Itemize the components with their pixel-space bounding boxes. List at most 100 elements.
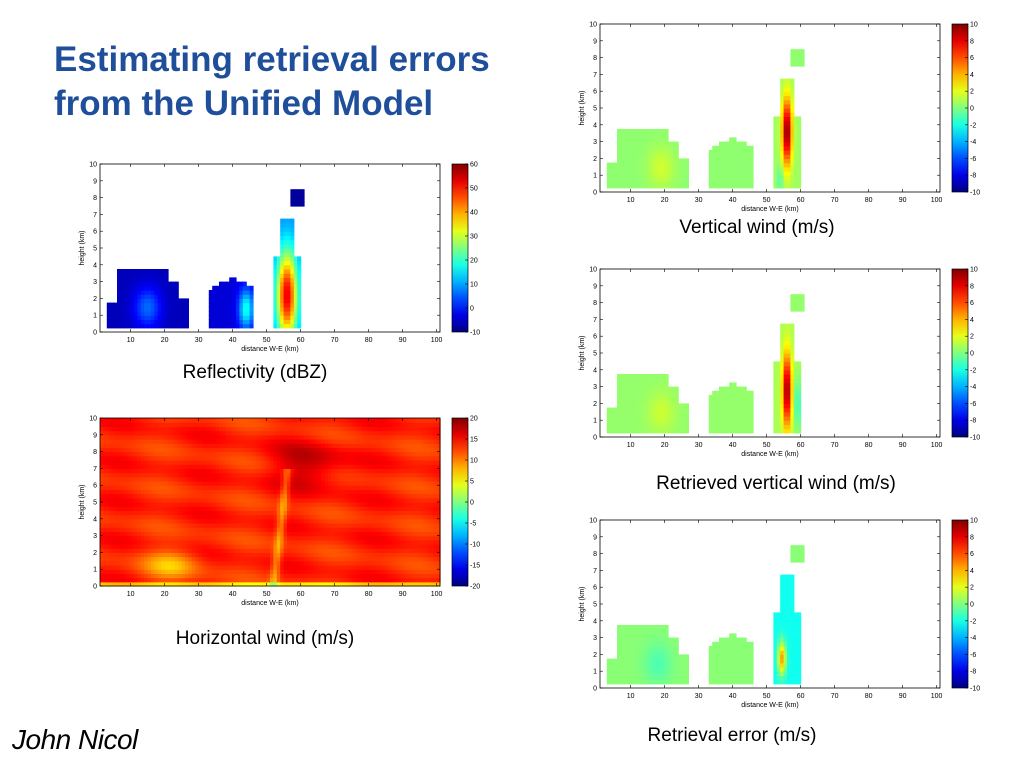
heatmap-cell bbox=[185, 577, 189, 583]
heatmap-cell bbox=[341, 514, 346, 520]
heatmap-cell bbox=[212, 573, 217, 579]
heatmap-cell bbox=[134, 323, 138, 329]
heatmap-cell bbox=[290, 302, 295, 308]
heatmap-cell bbox=[195, 539, 200, 545]
heatmap-cell bbox=[215, 565, 220, 570]
heatmap-cell bbox=[348, 497, 353, 503]
heatmap-cell bbox=[225, 535, 230, 541]
heatmap-cell bbox=[242, 464, 247, 469]
heatmap-cell bbox=[406, 434, 410, 440]
heatmap-cell bbox=[436, 510, 441, 516]
heatmap-cell bbox=[640, 145, 645, 151]
heatmap-cell bbox=[382, 577, 387, 583]
heatmap-cell bbox=[130, 281, 135, 287]
heatmap-cell bbox=[202, 493, 206, 499]
x-tick-label: 10 bbox=[127, 591, 135, 598]
heatmap-cell bbox=[307, 502, 312, 507]
heatmap-cell bbox=[208, 577, 213, 583]
heatmap-cell bbox=[120, 577, 125, 583]
heatmap-cell bbox=[372, 426, 376, 432]
heatmap-cell bbox=[389, 569, 393, 574]
heatmap-cell bbox=[290, 569, 295, 574]
heatmap-cell bbox=[324, 510, 329, 516]
heatmap-cell bbox=[127, 418, 132, 423]
heatmap-cell bbox=[191, 565, 196, 570]
heatmap-cell bbox=[100, 506, 104, 511]
heatmap-cell bbox=[287, 497, 291, 503]
heatmap-cell bbox=[140, 502, 145, 507]
heatmap-cell bbox=[426, 539, 431, 545]
heatmap-cell bbox=[280, 290, 285, 295]
heatmap-cell bbox=[423, 531, 427, 537]
heatmap-cell bbox=[174, 539, 179, 545]
heatmap-cell bbox=[280, 430, 285, 436]
heatmap-cell bbox=[307, 472, 312, 478]
heatmap-cell bbox=[361, 497, 366, 503]
heatmap-cell bbox=[188, 531, 193, 537]
heatmap-cell bbox=[375, 426, 380, 432]
heatmap-cell bbox=[365, 514, 370, 520]
heatmap-cell bbox=[436, 539, 441, 545]
heatmap-cell bbox=[242, 502, 247, 507]
heatmap-cell bbox=[130, 422, 135, 427]
heatmap-cell bbox=[259, 443, 264, 448]
heatmap-cell bbox=[259, 560, 264, 566]
heatmap-cell bbox=[395, 552, 400, 558]
heatmap-cell bbox=[120, 434, 125, 440]
heatmap-cell bbox=[310, 560, 315, 566]
heatmap-cell bbox=[144, 302, 149, 308]
heatmap-cell bbox=[317, 577, 322, 583]
heatmap-cell bbox=[317, 426, 322, 432]
heatmap-cell bbox=[280, 464, 285, 469]
heatmap-cell bbox=[120, 311, 125, 316]
heatmap-cell bbox=[178, 544, 183, 549]
heatmap-cell bbox=[399, 523, 404, 528]
heatmap-cell bbox=[137, 460, 142, 465]
heatmap-cell bbox=[127, 535, 132, 541]
heatmap-cell bbox=[157, 569, 162, 574]
heatmap-cell bbox=[100, 502, 104, 507]
heatmap-cell bbox=[215, 298, 220, 304]
heatmap-cell bbox=[331, 569, 336, 574]
heatmap-cell bbox=[634, 129, 638, 134]
heatmap-cell bbox=[266, 434, 271, 440]
heatmap-cell bbox=[361, 539, 366, 545]
heatmap-cell bbox=[225, 544, 230, 549]
heatmap-cell bbox=[246, 518, 251, 524]
heatmap-cell bbox=[212, 460, 217, 465]
heatmap-cell bbox=[117, 539, 121, 545]
heatmap-cell bbox=[120, 285, 125, 291]
heatmap-cell bbox=[314, 451, 319, 457]
heatmap-cell bbox=[419, 535, 424, 541]
heatmap-cell bbox=[307, 569, 312, 574]
heatmap-cell bbox=[174, 426, 179, 432]
heatmap-cell bbox=[174, 298, 179, 304]
heatmap-cell bbox=[634, 141, 638, 147]
heatmap-cell bbox=[276, 430, 281, 436]
heatmap-cell bbox=[239, 523, 244, 528]
heatmap-cell bbox=[314, 510, 319, 516]
heatmap-cell bbox=[151, 451, 155, 457]
heatmap-cell bbox=[293, 264, 298, 270]
heatmap-cell bbox=[140, 434, 145, 440]
heatmap-cell bbox=[348, 422, 353, 427]
heatmap-cell bbox=[395, 531, 400, 537]
heatmap-cell bbox=[236, 493, 240, 499]
heatmap-cell bbox=[113, 577, 118, 583]
heatmap-cell bbox=[154, 514, 159, 520]
heatmap-cell bbox=[273, 468, 278, 474]
heatmap-cell bbox=[229, 455, 234, 461]
heatmap-cell bbox=[402, 430, 407, 436]
heatmap-cell bbox=[338, 472, 342, 478]
heatmap-cell bbox=[134, 485, 138, 490]
heatmap-cell bbox=[208, 455, 213, 461]
heatmap-cell bbox=[314, 523, 319, 528]
heatmap-cell bbox=[110, 506, 115, 511]
heatmap-cell bbox=[168, 497, 172, 503]
heatmap-cell bbox=[426, 581, 431, 587]
heatmap-cell bbox=[181, 544, 186, 549]
heatmap-cell bbox=[365, 472, 370, 478]
heatmap-cell bbox=[174, 485, 179, 490]
heatmap-cell bbox=[205, 426, 210, 432]
heatmap-cell bbox=[287, 481, 291, 486]
